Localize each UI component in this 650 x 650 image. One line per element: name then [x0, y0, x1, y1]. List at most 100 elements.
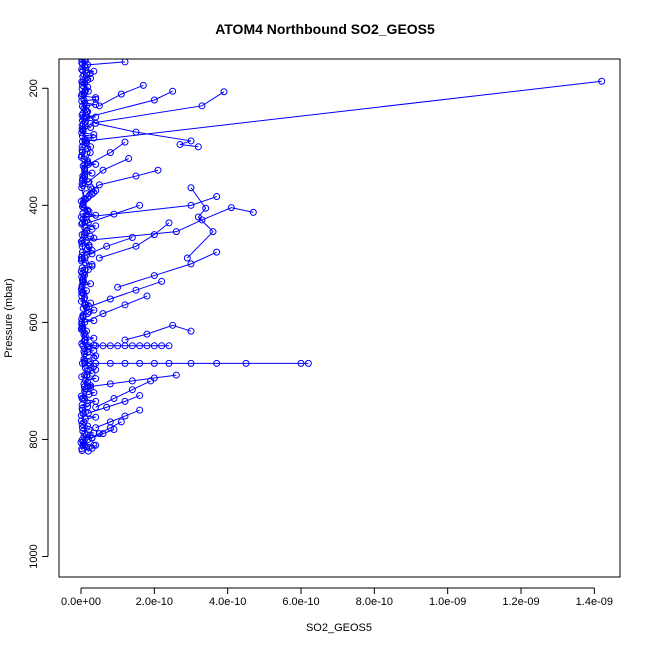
data-point — [84, 383, 92, 391]
series-line-22 — [88, 374, 177, 388]
data-point — [121, 138, 129, 146]
data-point — [198, 102, 206, 110]
data-point — [187, 137, 195, 145]
data-point-dense — [81, 357, 89, 365]
data-point — [114, 283, 122, 291]
data-point — [172, 228, 180, 236]
data-point — [106, 149, 114, 157]
data-point-dense — [88, 262, 96, 270]
data-point — [83, 137, 90, 145]
series-line-16 — [117, 251, 217, 288]
data-point-dense — [78, 424, 86, 432]
data-point — [79, 67, 87, 75]
data-point — [139, 81, 147, 89]
series-line-10 — [86, 196, 217, 218]
data-point — [83, 108, 90, 116]
data-point — [165, 342, 173, 350]
data-point-dense — [87, 232, 95, 240]
series-line-8 — [88, 158, 129, 183]
series-line-5 — [86, 90, 173, 119]
data-point — [121, 59, 129, 66]
data-point — [194, 213, 202, 221]
data-point — [84, 61, 92, 69]
data-point-dense — [84, 194, 92, 202]
series-line-2 — [82, 61, 126, 101]
data-point — [117, 90, 125, 98]
data-point-dense — [92, 101, 100, 109]
data-point — [80, 96, 88, 104]
data-point-dense — [81, 415, 89, 423]
data-point — [150, 231, 158, 239]
data-point-dense — [92, 352, 100, 360]
data-point — [82, 301, 90, 309]
data-point — [83, 190, 90, 198]
y-axis: 200 400 600 800 1000 — [28, 79, 49, 569]
data-point — [88, 434, 96, 442]
data-point — [128, 234, 136, 242]
data-point-dense — [88, 246, 96, 254]
data-point — [83, 371, 91, 379]
y-tick-label: 1000 — [28, 544, 40, 568]
data-point-dense — [90, 334, 98, 342]
data-point — [84, 178, 92, 186]
data-point — [79, 342, 87, 350]
data-point — [78, 184, 86, 192]
data-point — [110, 426, 118, 434]
data-point — [78, 394, 86, 402]
series-line-4 — [90, 91, 225, 124]
data-point — [143, 292, 151, 300]
data-point — [80, 277, 88, 285]
data-point — [99, 342, 107, 350]
data-point-dense — [90, 131, 98, 139]
series-line-18 — [84, 295, 148, 323]
data-point — [143, 342, 151, 350]
data-point — [132, 172, 140, 180]
data-point — [78, 324, 86, 332]
data-point — [150, 272, 158, 280]
series-line-19 — [124, 324, 192, 341]
y-axis-title: Pressure (mbar) — [3, 278, 15, 357]
data-point-dense — [92, 222, 100, 230]
data-point — [143, 330, 151, 338]
data-point — [297, 359, 305, 367]
data-point-dense — [78, 231, 86, 239]
plot-area — [77, 59, 606, 455]
data-point — [99, 310, 107, 318]
data-point — [165, 219, 173, 227]
data-point — [103, 242, 111, 250]
data-point-dense — [90, 234, 98, 242]
data-point — [187, 359, 195, 367]
data-point-dense — [90, 67, 98, 75]
data-point — [213, 248, 221, 256]
data-point — [103, 403, 111, 411]
data-point — [128, 342, 136, 350]
data-point — [136, 201, 144, 209]
data-point — [121, 301, 129, 309]
data-point-dense — [77, 411, 85, 419]
series-line-23 — [95, 380, 151, 408]
chart-title: ATOM4 Northbound SO2_GEOS5 — [215, 21, 435, 37]
y-tick-label: 800 — [28, 430, 40, 448]
data-point — [81, 430, 89, 438]
data-point — [213, 359, 221, 367]
x-tick-label: 4.0e-10 — [209, 596, 246, 608]
data-point — [92, 424, 100, 432]
series-line-9 — [86, 169, 159, 195]
data-point — [80, 383, 88, 391]
data-point — [80, 195, 88, 203]
data-point — [242, 359, 250, 367]
data-point — [81, 160, 89, 168]
data-point — [121, 342, 129, 350]
data-point — [81, 359, 89, 367]
data-point — [194, 143, 202, 151]
data-point-dense — [78, 148, 86, 156]
data-point — [84, 266, 92, 274]
data-point-dense — [88, 169, 96, 177]
data-point-dense — [92, 160, 100, 168]
x-tick-label: 1.0e-09 — [429, 596, 466, 608]
data-point — [136, 392, 144, 400]
data-point-dense — [88, 185, 96, 193]
data-point — [187, 327, 195, 335]
